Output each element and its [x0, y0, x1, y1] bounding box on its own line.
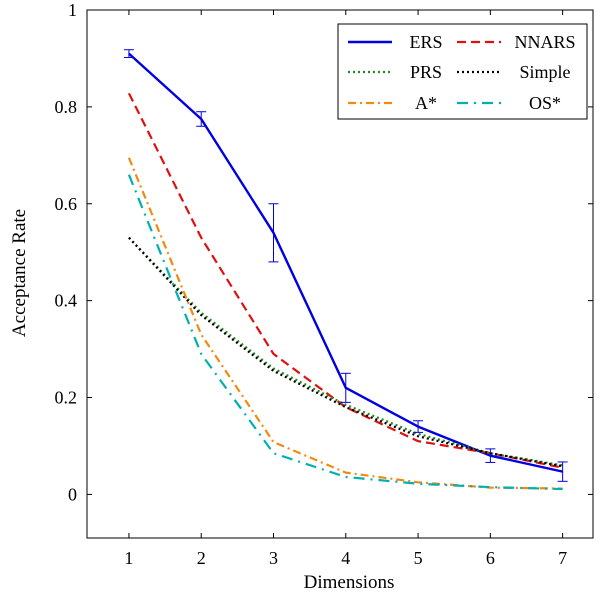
series-line-nnars [127, 92, 563, 469]
legend-label: ERS [409, 32, 442, 52]
series-line-os [127, 174, 563, 491]
x-axis-title: Dimensions [304, 572, 395, 593]
legend-label: A* [415, 93, 437, 113]
legend: ERS NNARS PRS Simple A* OS* [337, 23, 588, 120]
series-line-a [127, 157, 563, 490]
y-axis-title: Acceptance Rate [9, 209, 30, 337]
legend-label: PRS [410, 62, 442, 82]
y-tick-label: 0.6 [55, 194, 78, 214]
x-tick-label: 1 [124, 548, 133, 568]
x-tick-label: 7 [558, 548, 567, 568]
x-tick-label: 4 [341, 548, 350, 568]
plot-frame [86, 9, 594, 539]
legend-label: NNARS [514, 32, 575, 52]
x-tick-label: 5 [414, 548, 423, 568]
error-bars [123, 49, 568, 482]
x-tick-label: 2 [197, 548, 206, 568]
y-tick-label: 0 [68, 484, 77, 504]
y-tick-label: 1 [68, 0, 77, 20]
axis-ticks: 1 2 3 4 5 6 7 0 0.2 0.4 0.6 0.8 1 [55, 0, 593, 568]
x-tick-label: 3 [269, 548, 278, 568]
legend-label: Simple [519, 62, 570, 82]
y-tick-label: 0.2 [55, 388, 78, 408]
legend-label: OS* [529, 93, 561, 113]
series-line-simple [128, 236, 563, 468]
x-tick-label: 6 [486, 548, 495, 568]
y-tick-label: 0.8 [55, 97, 78, 117]
series-line-prs [128, 236, 563, 467]
y-tick-label: 0.4 [55, 291, 78, 311]
